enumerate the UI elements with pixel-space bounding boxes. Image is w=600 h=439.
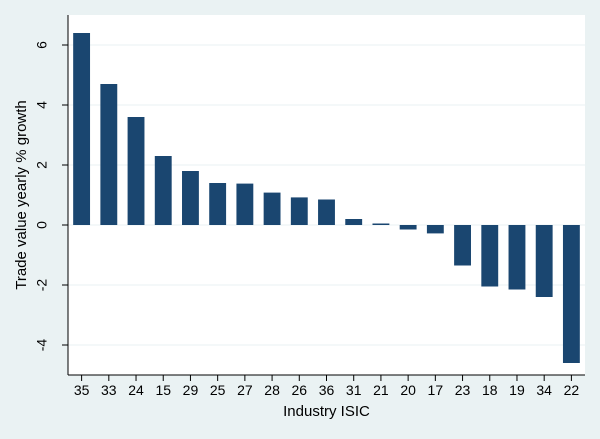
- x-tick-label-33: 33: [101, 382, 117, 398]
- x-tick-label-22: 22: [564, 382, 580, 398]
- x-tick-label-20: 20: [400, 382, 416, 398]
- y-tick-label-6: 6: [34, 41, 50, 49]
- x-tick-label-27: 27: [237, 382, 253, 398]
- plot-area: [68, 15, 585, 375]
- x-tick-label-28: 28: [264, 382, 280, 398]
- bar-22: [562, 225, 580, 363]
- bar-20: [399, 225, 417, 230]
- bar-15: [154, 156, 172, 225]
- x-tick-label-24: 24: [128, 382, 144, 398]
- bar-36: [318, 199, 335, 225]
- y-tick-label-4: 4: [34, 101, 50, 109]
- bar-23: [454, 225, 471, 266]
- bars: [73, 33, 580, 363]
- bar-19: [508, 225, 526, 290]
- x-tick-label-23: 23: [455, 382, 471, 398]
- x-tick-label-25: 25: [210, 382, 226, 398]
- x-tick-label-15: 15: [155, 382, 171, 398]
- y-axis-title: Trade value yearly % growth: [13, 100, 30, 290]
- bar-25: [209, 183, 227, 225]
- x-tick-label-18: 18: [482, 382, 498, 398]
- bar-33: [100, 84, 118, 225]
- bar-34: [535, 225, 553, 297]
- x-axis-title: Industry ISIC: [283, 403, 370, 420]
- y-tick-label--4: -4: [34, 339, 50, 352]
- bar-26: [290, 197, 308, 225]
- x-tick-label-26: 26: [292, 382, 308, 398]
- bar-17: [426, 225, 444, 234]
- y-tick-label-2: 2: [34, 161, 50, 169]
- bar-29: [182, 171, 199, 225]
- x-tick-label-34: 34: [536, 382, 552, 398]
- bar-31: [345, 219, 363, 225]
- x-tick-label-19: 19: [509, 382, 525, 398]
- bar-35: [73, 33, 91, 225]
- bar-24: [127, 117, 145, 225]
- bar-27: [236, 183, 254, 225]
- x-tick-label-21: 21: [373, 382, 389, 398]
- y-tick-label--2: -2: [34, 279, 50, 292]
- x-tick-label-36: 36: [319, 382, 335, 398]
- bar-18: [481, 225, 499, 287]
- bar-21: [372, 223, 390, 225]
- x-tick-label-17: 17: [428, 382, 444, 398]
- x-tick-label-31: 31: [346, 382, 362, 398]
- x-tick-label-35: 35: [74, 382, 90, 398]
- y-tick-label-0: 0: [34, 221, 50, 229]
- x-tick-label-29: 29: [183, 382, 199, 398]
- bar-28: [263, 192, 281, 225]
